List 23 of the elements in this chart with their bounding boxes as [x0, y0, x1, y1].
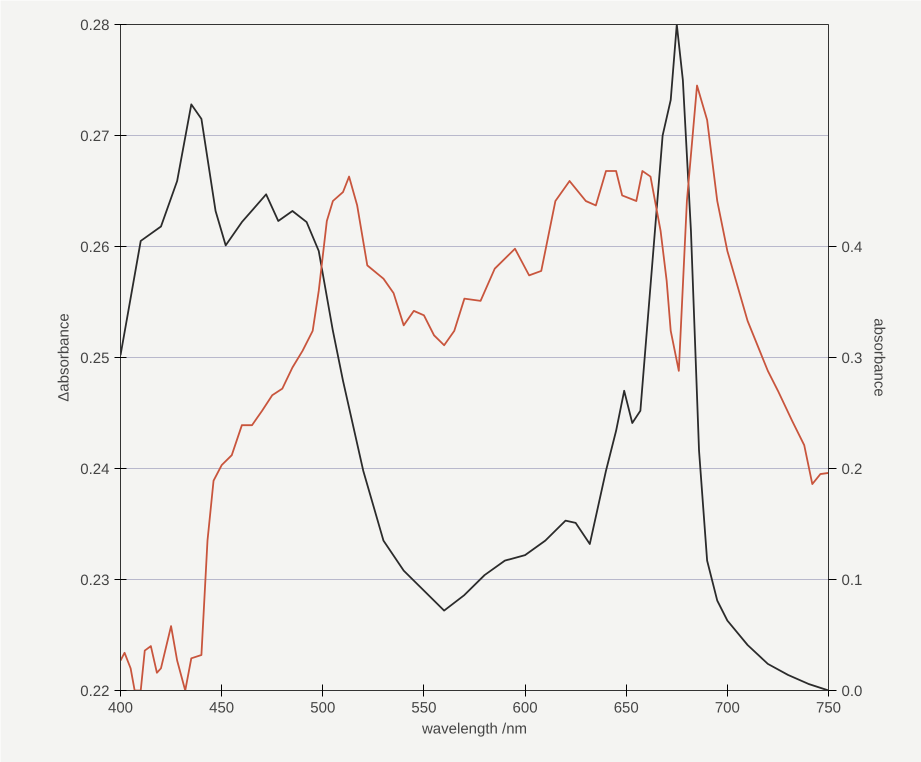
x-tick-label: 400 — [108, 700, 134, 716]
y-tick-label: 0.23 — [80, 572, 110, 589]
y2-tick-label: 0.3 — [842, 350, 862, 367]
x-tick-label: 750 — [816, 700, 842, 716]
x-tick-label: 450 — [209, 700, 234, 716]
x-tick-label: 550 — [411, 700, 436, 716]
y-tick-label: 0.28 — [80, 17, 110, 34]
y2-tick-label: 0.0 — [842, 683, 862, 700]
x-axis-title: wavelength /nm — [420, 720, 528, 738]
x-tick-label: 600 — [512, 700, 538, 716]
y-tick-label: 0.25 — [80, 350, 110, 367]
y2-tick-label: 0.2 — [842, 461, 862, 478]
y-tick-label: 0.24 — [80, 461, 110, 478]
y-axis-title: Δabsorbance — [55, 313, 72, 402]
x-tick-label: 650 — [614, 700, 639, 716]
y-tick-label: 0.26 — [80, 239, 110, 256]
y-tick-label: 0.22 — [80, 683, 110, 700]
y2-tick-label: 0.4 — [842, 239, 862, 256]
x-tick-label: 500 — [310, 700, 336, 716]
x-tick-label: 700 — [714, 700, 740, 716]
y2-tick-label: 0.1 — [842, 572, 862, 589]
y2-axis-title: absorbance — [870, 318, 888, 397]
y-tick-label: 0.27 — [80, 128, 110, 145]
